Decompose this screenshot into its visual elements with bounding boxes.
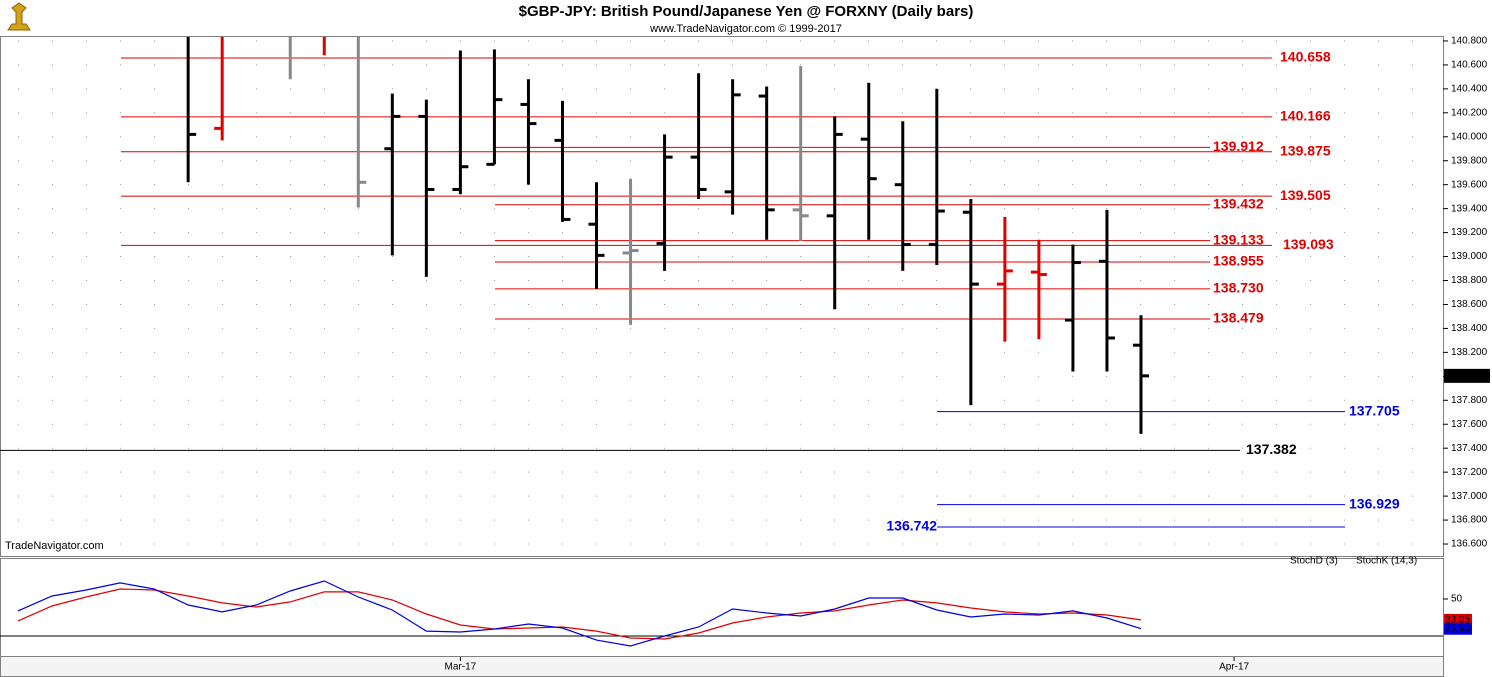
legend-entry: StochD (3) bbox=[1290, 556, 1338, 567]
chart-title: $GBP-JPY: British Pound/Japanese Yen @ F… bbox=[519, 3, 974, 20]
y-tick-label: 50 bbox=[1451, 594, 1463, 605]
y-tick-label: 140.200 bbox=[1451, 107, 1488, 118]
main-plot: 140.658 140.166 139.875 139.505 139.093 139.9… bbox=[0, 37, 1443, 545]
y-tick-label: 137.800 bbox=[1451, 395, 1488, 406]
level-label: 136.742 bbox=[886, 518, 937, 534]
y-tick-label: 136.600 bbox=[1451, 539, 1488, 550]
y-tick-label: 139.600 bbox=[1451, 179, 1488, 190]
legend-entry: StochK (14,3) bbox=[1356, 556, 1417, 567]
y-tick-label: 137.400 bbox=[1451, 443, 1488, 454]
value-tag: 25.90 bbox=[1445, 623, 1470, 634]
level-label: 138.730 bbox=[1213, 280, 1264, 296]
y-tick-label: 136.800 bbox=[1451, 515, 1488, 526]
level-label: 139.133 bbox=[1213, 231, 1264, 247]
y-tick-label: 140.800 bbox=[1451, 36, 1488, 47]
price-tag-bg bbox=[1444, 368, 1490, 383]
level-label: 139.505 bbox=[1280, 187, 1331, 203]
series-line bbox=[17, 580, 1142, 647]
value-tag-bg bbox=[1444, 622, 1472, 635]
y-tick-label: 138.600 bbox=[1451, 299, 1488, 310]
x-tick-label: Apr-17 bbox=[1219, 662, 1249, 673]
main-panel-frame bbox=[0, 36, 1444, 557]
y-tick-label: 137.600 bbox=[1451, 419, 1488, 430]
level-label: 139.912 bbox=[1213, 138, 1264, 154]
y-tick-label: 139.400 bbox=[1451, 203, 1488, 214]
y-tick-label: 139.200 bbox=[1451, 227, 1488, 238]
level-label: 137.705 bbox=[1349, 402, 1400, 418]
level-label: 139.875 bbox=[1280, 142, 1331, 158]
y-tick-label: 137.000 bbox=[1451, 491, 1488, 502]
level-label: 139.432 bbox=[1213, 196, 1264, 212]
logo-icon bbox=[7, 2, 31, 31]
y-tick-label: 140.600 bbox=[1451, 60, 1488, 71]
y-tick-label: 137.200 bbox=[1451, 467, 1488, 478]
level-label: 138.479 bbox=[1213, 310, 1264, 326]
level-label: 136.929 bbox=[1349, 495, 1400, 511]
watermark: TradeNavigator.com bbox=[5, 540, 104, 552]
price-tag: 138.004 bbox=[1446, 370, 1483, 381]
level-label: 140.166 bbox=[1280, 108, 1331, 124]
chart-subtitle: www.TradeNavigator.com © 1999-2017 bbox=[649, 23, 842, 35]
stoch-plot bbox=[0, 580, 1443, 647]
y-tick-label: 138.800 bbox=[1451, 275, 1488, 286]
x-tick-label: Mar-17 bbox=[445, 662, 477, 673]
y-tick-label: 140.000 bbox=[1451, 131, 1488, 142]
y-tick-label: 139.800 bbox=[1451, 155, 1488, 166]
y-tick-label: 138.400 bbox=[1451, 323, 1488, 334]
level-label: 139.093 bbox=[1283, 236, 1334, 252]
level-label: 137.382 bbox=[1246, 441, 1297, 457]
level-label: 138.955 bbox=[1213, 253, 1264, 269]
y-tick-label: 139.000 bbox=[1451, 251, 1488, 262]
y-tick-label: 138.200 bbox=[1451, 347, 1488, 358]
logo bbox=[7, 2, 31, 31]
y-tick-label: 140.400 bbox=[1451, 84, 1488, 95]
axes: 136.600 136.800 137.000 137.200 137.400 137.6… bbox=[445, 36, 1490, 673]
value-tag: 33.05 bbox=[1445, 615, 1470, 626]
series-line bbox=[17, 588, 1142, 640]
level-label: 140.658 bbox=[1280, 49, 1331, 65]
